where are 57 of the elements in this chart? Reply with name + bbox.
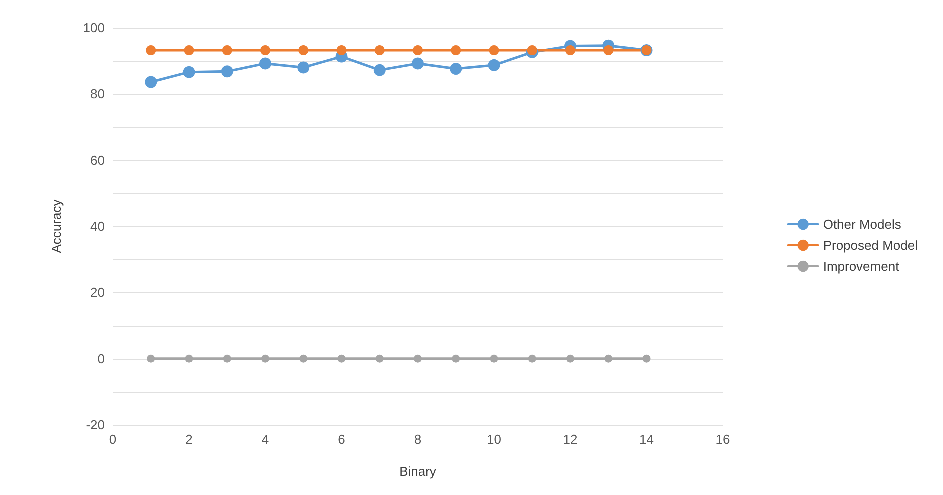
x-tick-label: 14 bbox=[640, 432, 654, 447]
x-tick-label: 16 bbox=[716, 432, 730, 447]
x-tick-label: 12 bbox=[563, 432, 578, 447]
y-axis-title: Accuracy bbox=[49, 199, 64, 254]
point bbox=[527, 46, 538, 56]
point bbox=[528, 354, 536, 363]
legend-label: Proposed Model bbox=[823, 238, 918, 253]
y-tick-label: 80 bbox=[90, 86, 105, 102]
point bbox=[566, 46, 576, 56]
point bbox=[604, 46, 614, 56]
point bbox=[184, 46, 194, 56]
x-tick-label: 4 bbox=[262, 432, 270, 447]
point bbox=[185, 354, 194, 363]
point bbox=[262, 354, 270, 363]
point bbox=[566, 354, 574, 363]
x-tick-label: 0 bbox=[109, 432, 117, 447]
x-tick-label: 2 bbox=[186, 432, 193, 447]
point bbox=[452, 354, 460, 363]
point bbox=[146, 46, 156, 56]
point bbox=[376, 354, 384, 363]
x-tick-label: 10 bbox=[487, 432, 502, 447]
point bbox=[450, 63, 462, 76]
y-tick-label: 20 bbox=[90, 285, 105, 300]
point bbox=[489, 46, 500, 56]
point bbox=[604, 354, 613, 363]
point bbox=[451, 46, 462, 56]
point bbox=[336, 46, 347, 56]
point bbox=[145, 76, 158, 88]
point bbox=[260, 46, 270, 56]
point bbox=[260, 58, 272, 70]
point bbox=[300, 354, 308, 363]
x-tick-label: 8 bbox=[414, 432, 422, 447]
point bbox=[338, 354, 346, 363]
point bbox=[222, 46, 232, 56]
x-tick-label: 6 bbox=[338, 432, 346, 447]
point bbox=[490, 354, 498, 363]
point bbox=[374, 64, 386, 76]
y-tick-label: 100 bbox=[83, 20, 105, 36]
point bbox=[183, 66, 196, 78]
point bbox=[414, 354, 422, 363]
point bbox=[642, 354, 651, 363]
point bbox=[221, 66, 234, 78]
point bbox=[413, 46, 423, 56]
legend-label: Other Models bbox=[823, 217, 902, 232]
y-tick-label: 40 bbox=[90, 219, 105, 234]
y-tick-label: 0 bbox=[98, 351, 105, 366]
y-tick-label: 60 bbox=[90, 152, 105, 168]
point bbox=[223, 354, 232, 363]
point bbox=[374, 46, 385, 56]
legend-label: Improvement bbox=[823, 259, 900, 274]
point bbox=[412, 58, 424, 70]
x-axis-title: Binary bbox=[400, 464, 437, 479]
point bbox=[488, 59, 500, 72]
y-tick-label: -20 bbox=[86, 418, 105, 432]
point bbox=[298, 62, 310, 74]
point bbox=[147, 354, 156, 363]
point bbox=[298, 46, 309, 56]
